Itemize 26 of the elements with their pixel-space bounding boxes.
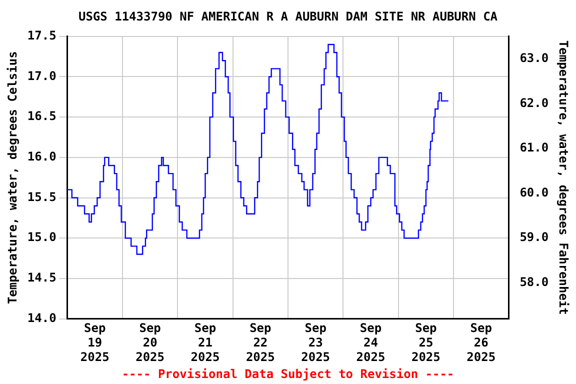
y-tick-label: 17.5 xyxy=(27,28,56,43)
y-tick-label: 16.0 xyxy=(27,150,56,164)
y-tick-label: 16.5 xyxy=(27,109,56,124)
y2-tick-label: 62.0 xyxy=(520,96,549,110)
y2-tick-label: 60.0 xyxy=(520,185,549,200)
y2-tick-label: 63.0 xyxy=(520,50,549,65)
y2-tick-label: 61.0 xyxy=(520,140,549,155)
x-tick-label: Sep 24 2025 xyxy=(356,321,386,364)
x-tick-label: Sep 25 2025 xyxy=(411,321,440,364)
x-tick-label: Sep 23 2025 xyxy=(301,321,330,364)
x-tick-label: Sep 19 2025 xyxy=(80,321,110,364)
x-tick-label: Sep 26 2025 xyxy=(466,321,496,364)
y2-axis-title: Temperature, water, degrees Fahrenheit xyxy=(556,40,571,315)
x-tick-label: Sep 21 2025 xyxy=(190,321,220,364)
text: ---- Provisional Data Subject to Revision ---- xyxy=(122,367,454,382)
chart-title: USGS 11433790 NF AMERICAN R A AUBURN DAM SITE NR AUBURN CA xyxy=(78,9,498,24)
y-axis-title: Temperature, water, degrees Celsius xyxy=(5,51,20,304)
y-tick-label: 14.0 xyxy=(27,310,56,325)
y-tick-label: 17.0 xyxy=(27,68,56,83)
y-tick-label: 14.5 xyxy=(27,270,56,285)
y2-tick-label: 59.0 xyxy=(520,230,549,244)
y-tick-label: 15.0 xyxy=(27,230,56,244)
y2-tick-label: 58.0 xyxy=(520,275,549,290)
x-tick-label: Sep 22 2025 xyxy=(246,321,275,364)
x-tick-label: Sep 20 2025 xyxy=(136,321,165,364)
y-tick-label: 15.5 xyxy=(27,190,56,204)
